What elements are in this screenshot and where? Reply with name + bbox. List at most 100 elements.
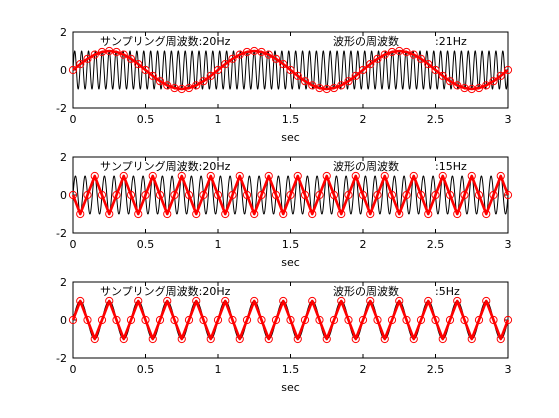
sample-point	[402, 47, 411, 57]
sample-point	[416, 190, 426, 200]
sample-point	[235, 334, 244, 344]
sample-point	[453, 209, 462, 219]
y-tick-label: 0	[60, 314, 67, 327]
sample-point	[279, 60, 288, 69]
sample-point	[83, 315, 92, 325]
sample-point	[387, 190, 397, 200]
sample-point	[206, 71, 215, 80]
sample-point	[445, 315, 455, 325]
sample-point	[286, 315, 295, 325]
y-tick-label: 0	[60, 189, 67, 202]
sample-point	[424, 60, 433, 69]
sample-point	[264, 171, 273, 181]
sample-point	[373, 315, 382, 325]
sample-point	[112, 47, 121, 57]
sample-point	[97, 190, 107, 200]
sample-point	[177, 334, 186, 344]
sample-point	[453, 296, 462, 306]
sample-point	[279, 296, 288, 306]
sample-point	[453, 81, 462, 90]
sample-point	[380, 171, 389, 181]
sample-point	[489, 77, 498, 86]
sample-point	[366, 60, 375, 69]
sample-point	[76, 296, 85, 306]
wave-frequency-value: :21Hz	[435, 35, 467, 48]
sample-point	[177, 171, 186, 181]
sample-point	[286, 190, 295, 200]
sample-point	[192, 296, 201, 306]
sample-point	[351, 171, 360, 181]
sample-point	[126, 190, 136, 200]
sample-point	[148, 334, 157, 344]
sample-point	[409, 50, 418, 59]
sample-point	[351, 334, 360, 344]
sample-point	[482, 81, 491, 90]
sample-point	[387, 315, 397, 325]
sample-point	[76, 209, 85, 219]
sample-point	[242, 190, 252, 200]
sample-point	[235, 50, 244, 59]
x-axis-label: sec	[281, 381, 300, 394]
y-tick-label: -2	[56, 102, 67, 115]
x-axis-label: sec	[281, 256, 300, 269]
sample-point	[474, 83, 484, 93]
sample-point	[380, 334, 389, 344]
y-tick-label: -2	[56, 352, 67, 365]
sample-point	[344, 190, 353, 200]
sample-point	[503, 65, 513, 75]
sample-point	[438, 334, 447, 344]
sample-point	[199, 77, 208, 86]
sample-point	[192, 209, 201, 219]
sample-point	[112, 190, 121, 200]
sample-point	[192, 81, 201, 90]
sample-point	[221, 296, 230, 306]
sample-point	[445, 77, 455, 86]
sample-point	[474, 190, 484, 200]
x-tick-label: 0	[70, 238, 77, 251]
sample-point	[264, 334, 273, 344]
sampled-signal-line	[71, 174, 510, 216]
y-tick-label: -2	[56, 227, 67, 240]
sample-point	[76, 60, 85, 69]
sample-point	[293, 71, 302, 80]
sample-point	[322, 171, 331, 181]
sample-point	[482, 296, 491, 306]
x-tick-label: 1	[215, 363, 222, 376]
sample-point	[235, 171, 244, 181]
sample-point	[337, 209, 346, 219]
sample-point	[271, 54, 281, 63]
sample-point	[184, 83, 194, 93]
sample-point	[315, 190, 324, 200]
x-tick-label: 1.5	[282, 113, 300, 126]
sampled-signal-line	[72, 49, 509, 91]
x-tick-label: 1	[215, 238, 222, 251]
sample-point	[366, 296, 375, 306]
x-tick-label: 1.5	[282, 238, 300, 251]
sample-point	[119, 50, 128, 59]
wave-frequency-value: :5Hz	[435, 285, 460, 298]
sampling-frequency-label: サンプリング周波数:20Hz	[100, 159, 231, 173]
sample-point	[163, 81, 172, 90]
sample-point	[83, 190, 92, 200]
sampled-signal-line	[71, 299, 510, 341]
sample-point	[416, 315, 426, 325]
sample-point	[286, 65, 295, 75]
sample-point	[496, 334, 505, 344]
sample-point	[416, 54, 426, 63]
wave-frequency-value: :15Hz	[435, 160, 467, 173]
y-tick-label: 2	[60, 276, 67, 289]
sample-point	[228, 54, 237, 63]
sample-point	[213, 315, 223, 325]
sample-point	[308, 209, 317, 219]
sample-point	[213, 65, 223, 75]
sample-point	[503, 315, 513, 325]
sample-point	[228, 315, 237, 325]
sample-point	[279, 209, 288, 219]
x-tick-label: 1.5	[282, 363, 300, 376]
sample-point	[431, 190, 440, 200]
sample-point	[315, 315, 324, 325]
sample-point	[206, 171, 215, 181]
sample-point	[250, 296, 259, 306]
sample-point	[460, 190, 469, 200]
